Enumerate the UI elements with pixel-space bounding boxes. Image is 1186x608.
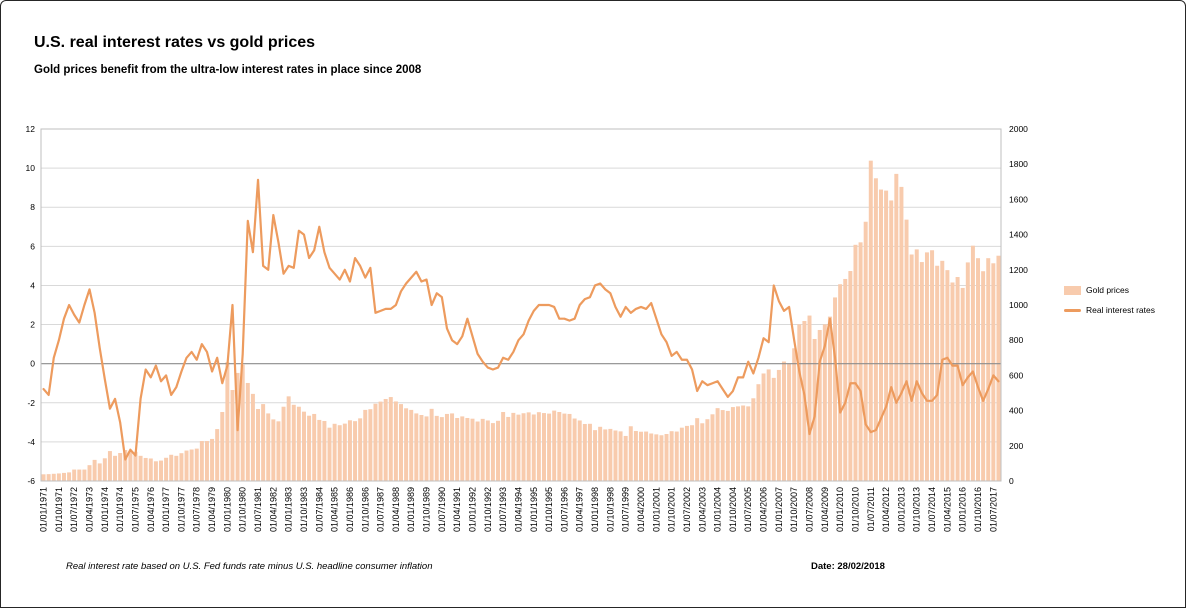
svg-text:01/07/2014: 01/07/2014 [927,487,937,532]
svg-text:01/10/1971: 01/10/1971 [54,487,64,532]
svg-text:01/04/2003: 01/04/2003 [697,487,707,532]
svg-text:01/04/2006: 01/04/2006 [759,487,769,532]
svg-text:01/04/1976: 01/04/1976 [146,487,156,532]
gold-prices-swatch-icon [1064,285,1081,295]
svg-text:01/04/1979: 01/04/1979 [207,487,217,532]
svg-text:1000: 1000 [1009,300,1028,310]
svg-text:01/10/1974: 01/10/1974 [115,487,125,532]
svg-text:01/10/2016: 01/10/2016 [973,487,983,532]
real-interest-rates-swatch-icon [1064,308,1081,312]
page-title: U.S. real interest rates vs gold prices [34,34,316,51]
svg-text:01/07/1981: 01/07/1981 [253,487,263,532]
svg-text:4: 4 [30,280,35,290]
svg-text:01/04/1994: 01/04/1994 [513,487,523,532]
svg-text:01/01/1992: 01/01/1992 [467,487,477,532]
svg-text:01/01/1989: 01/01/1989 [406,487,416,532]
svg-text:01/01/2001: 01/01/2001 [651,487,661,532]
svg-text:2000: 2000 [1009,124,1028,134]
svg-text:8: 8 [30,202,35,212]
svg-text:1200: 1200 [1009,265,1028,275]
svg-text:0: 0 [1009,476,1014,486]
svg-text:01/10/2007: 01/10/2007 [789,487,799,532]
svg-text:01/07/2008: 01/07/2008 [805,487,815,532]
svg-text:01/07/1996: 01/07/1996 [559,487,569,532]
svg-text:01/07/1978: 01/07/1978 [192,487,202,532]
svg-text:01/10/1995: 01/10/1995 [544,487,554,532]
svg-text:01/01/2016: 01/01/2016 [958,487,968,532]
svg-text:01/07/2017: 01/07/2017 [988,487,998,532]
svg-text:01/07/1993: 01/07/1993 [498,487,508,532]
legend-label-gold-prices: Gold prices [1086,285,1129,295]
svg-text:01/07/1975: 01/07/1975 [130,487,140,532]
svg-text:6: 6 [30,241,35,251]
svg-text:-4: -4 [27,437,35,447]
svg-text:01/01/1974: 01/01/1974 [100,487,110,532]
svg-text:01/04/1973: 01/04/1973 [85,487,95,532]
svg-text:01/01/1983: 01/01/1983 [284,487,294,532]
svg-text:12: 12 [26,124,36,134]
svg-text:01/10/2004: 01/10/2004 [728,487,738,532]
svg-text:01/01/1995: 01/01/1995 [529,487,539,532]
svg-text:01/01/1998: 01/01/1998 [590,487,600,532]
svg-text:01/10/2001: 01/10/2001 [667,487,677,532]
svg-text:01/04/1982: 01/04/1982 [268,487,278,532]
svg-text:01/01/1977: 01/01/1977 [161,487,171,532]
svg-text:0: 0 [30,359,35,369]
svg-text:400: 400 [1009,406,1023,416]
svg-text:01/01/1980: 01/01/1980 [222,487,232,532]
legend: Gold prices Real interest rates [1064,285,1155,315]
svg-text:01/01/1986: 01/01/1986 [345,487,355,532]
svg-text:01/07/1972: 01/07/1972 [69,487,79,532]
svg-text:01/10/1977: 01/10/1977 [176,487,186,532]
svg-text:01/07/1990: 01/07/1990 [437,487,447,532]
svg-text:800: 800 [1009,335,1023,345]
svg-text:01/01/2013: 01/01/2013 [896,487,906,532]
svg-text:2: 2 [30,320,35,330]
svg-text:01/07/1987: 01/07/1987 [376,487,386,532]
legend-label-real-interest-rates: Real interest rates [1086,305,1155,315]
legend-item-real-interest-rates: Real interest rates [1064,305,1155,315]
legend-item-gold-prices: Gold prices [1064,285,1155,295]
svg-text:01/10/1998: 01/10/1998 [605,487,615,532]
svg-text:01/04/2012: 01/04/2012 [881,487,891,532]
svg-text:01/04/1985: 01/04/1985 [330,487,340,532]
svg-text:01/04/1988: 01/04/1988 [391,487,401,532]
svg-text:10: 10 [26,163,36,173]
svg-text:01/04/1997: 01/04/1997 [575,487,585,532]
svg-text:1800: 1800 [1009,159,1028,169]
svg-text:01/04/2015: 01/04/2015 [942,487,952,532]
svg-text:01/10/1992: 01/10/1992 [483,487,493,532]
svg-text:01/07/2002: 01/07/2002 [682,487,692,532]
svg-text:01/10/1980: 01/10/1980 [238,487,248,532]
source-note: Real interest rate based on U.S. Fed fun… [66,561,433,572]
svg-text:01/10/2010: 01/10/2010 [850,487,860,532]
svg-text:01/07/1984: 01/07/1984 [314,487,324,532]
svg-text:-6: -6 [27,476,35,486]
svg-text:01/01/2007: 01/01/2007 [774,487,784,532]
svg-text:600: 600 [1009,370,1023,380]
svg-text:-2: -2 [27,398,35,408]
svg-text:200: 200 [1009,441,1023,451]
svg-text:01/04/2009: 01/04/2009 [820,487,830,532]
svg-text:01/07/2011: 01/07/2011 [866,487,876,531]
svg-text:01/10/1986: 01/10/1986 [360,487,370,532]
svg-text:01/01/2010: 01/01/2010 [835,487,845,532]
svg-text:01/04/1991: 01/04/1991 [452,487,462,532]
svg-text:01/07/2005: 01/07/2005 [743,487,753,532]
page-subtitle: Gold prices benefit from the ultra-low i… [34,64,422,76]
svg-text:1400: 1400 [1009,230,1028,240]
svg-text:1600: 1600 [1009,194,1028,204]
date-label: Date: 28/02/2018 [811,561,885,572]
svg-text:01/07/1999: 01/07/1999 [621,487,631,532]
svg-text:01/01/2004: 01/01/2004 [713,487,723,532]
svg-text:01/10/1983: 01/10/1983 [299,487,309,532]
svg-text:01/01/1971: 01/01/1971 [39,487,49,532]
svg-text:01/10/1989: 01/10/1989 [422,487,432,532]
svg-text:01/04/2000: 01/04/2000 [636,487,646,532]
svg-text:01/10/2013: 01/10/2013 [912,487,922,532]
